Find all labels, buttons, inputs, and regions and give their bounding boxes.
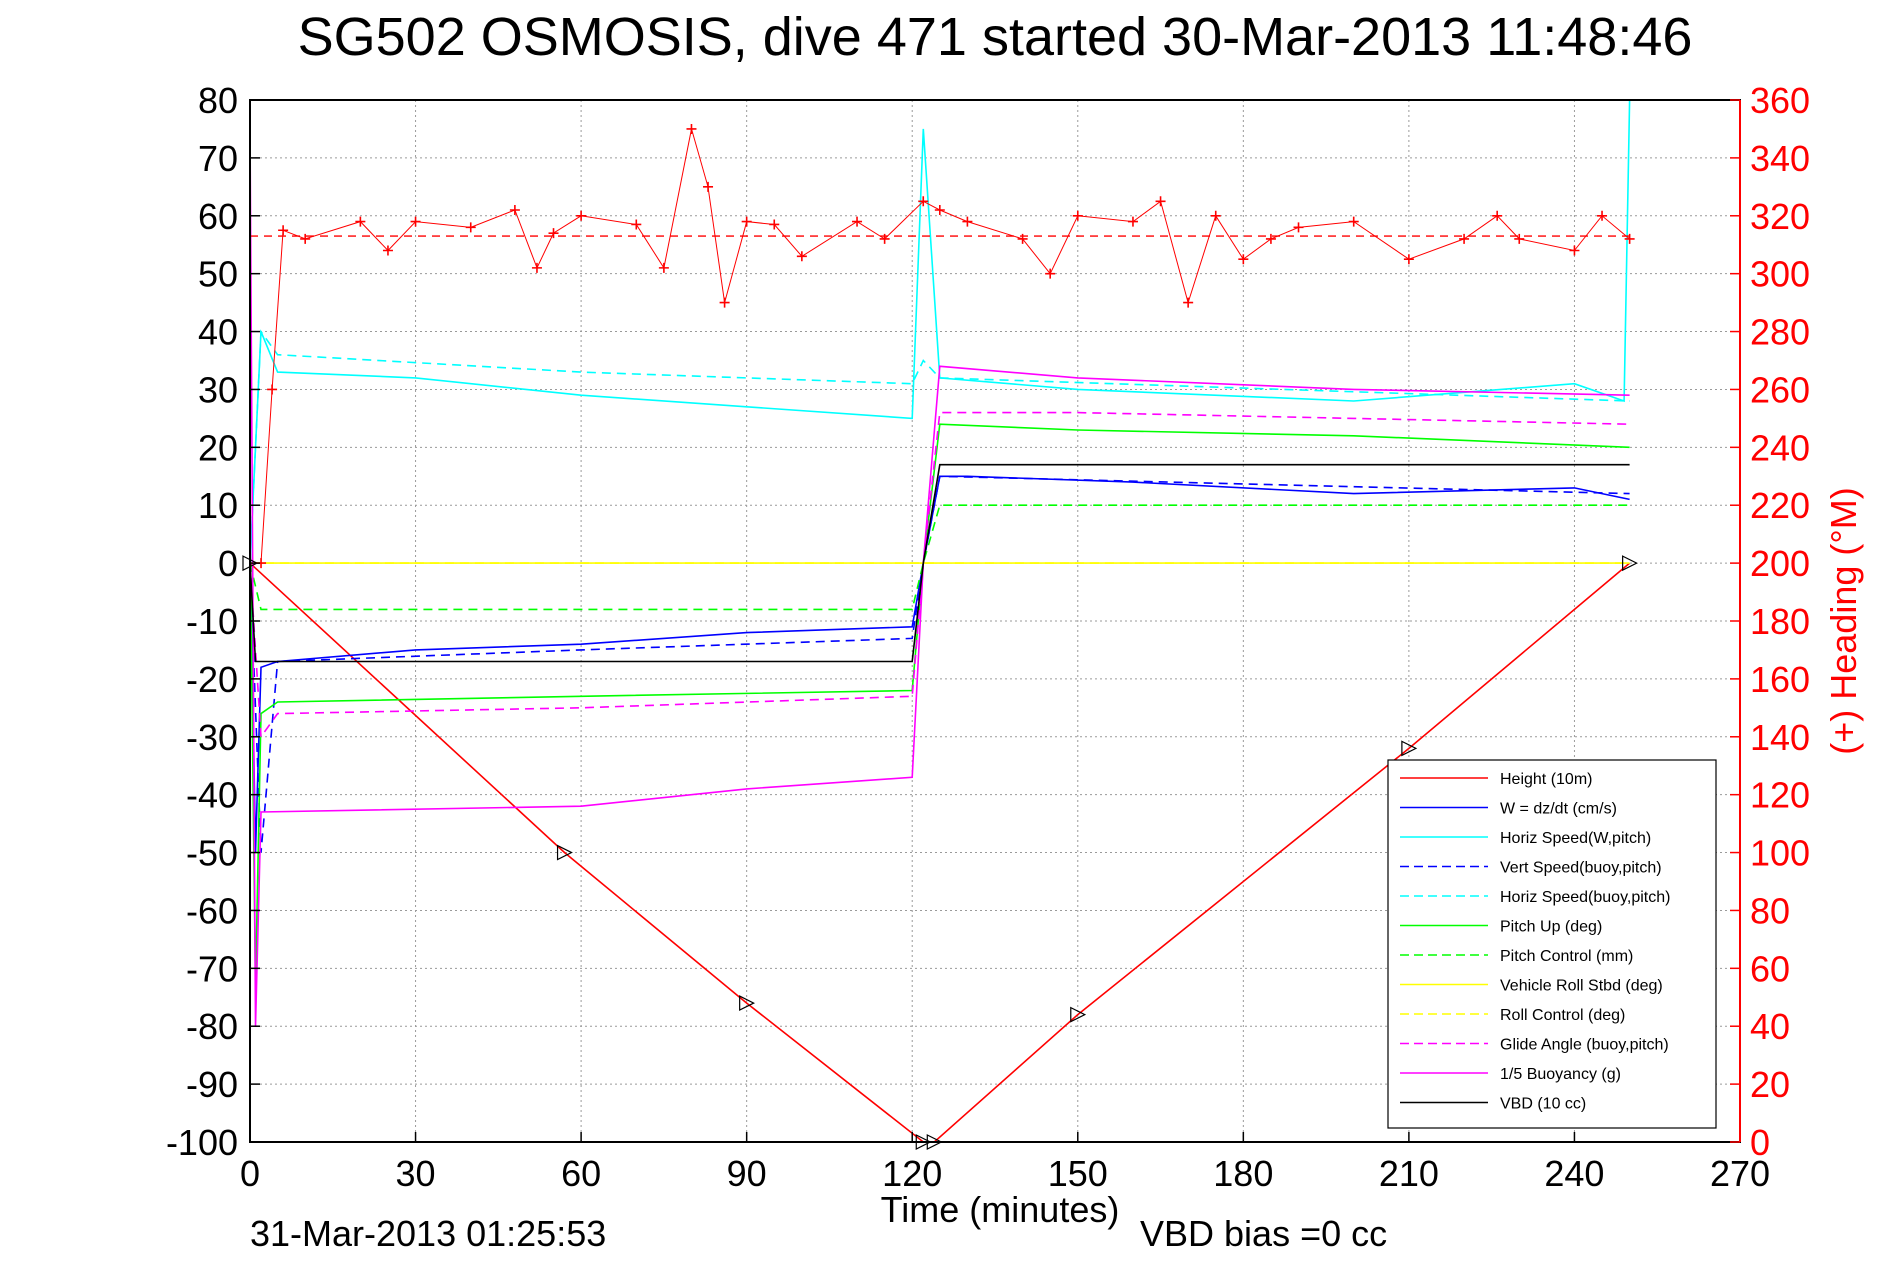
height-marker xyxy=(556,844,573,861)
y-tick-label: 40 xyxy=(198,312,238,353)
x-axis-label: Time (minutes) xyxy=(881,1189,1120,1230)
heading-trace xyxy=(260,128,1630,564)
vbd-bias-note: VBD bias =0 cc xyxy=(1140,1213,1387,1254)
y2-tick-label: 340 xyxy=(1750,138,1810,179)
y-tick-label: 60 xyxy=(198,196,238,237)
y2-tick-label: 260 xyxy=(1750,369,1810,410)
legend-entry-7: Vehicle Roll Stbd (deg) xyxy=(1500,978,1663,995)
height-marker xyxy=(1070,1006,1087,1023)
y-tick-label: -100 xyxy=(166,1122,238,1163)
legend-entry-1: W = dz/dt (cm/s) xyxy=(1500,801,1617,818)
height-marker xyxy=(739,995,756,1012)
axes: 0 30 60 90 120 150 180 210 240 270 80 70 60 50 40 30 20 1… xyxy=(166,80,1810,1194)
y2-tick-label: 40 xyxy=(1750,1006,1790,1047)
y-tick-label: 20 xyxy=(198,427,238,468)
y-tick-label: 10 xyxy=(198,485,238,526)
series-line-11 xyxy=(249,463,1630,663)
y2-tick-label: 20 xyxy=(1750,1064,1790,1105)
series-line-3 xyxy=(249,475,1630,853)
y-tick-label: -60 xyxy=(186,890,238,931)
x-tick-label: 120 xyxy=(882,1153,942,1194)
y-tick-label: 70 xyxy=(198,138,238,179)
y2-tick-label: 320 xyxy=(1750,196,1810,237)
x-tick-label: 60 xyxy=(561,1153,601,1194)
chart-title: SG502 OSMOSIS, dive 471 started 30-Mar-2… xyxy=(298,7,1693,67)
y-tick-label: 30 xyxy=(198,369,238,410)
x-tick-label: 270 xyxy=(1710,1153,1770,1194)
series-line-10 xyxy=(249,128,1630,1027)
y2-tick-label: 0 xyxy=(1750,1122,1770,1163)
height-marker xyxy=(1401,740,1418,757)
series-line-9 xyxy=(249,411,1630,740)
y2-axis-label: (+) Heading (°M) xyxy=(1823,487,1864,754)
legend: Height (10m) W = dz/dt (cm/s) Horiz Speed(… xyxy=(1387,759,1717,1129)
legend-entry-4: Horiz Speed(buoy,pitch) xyxy=(1500,889,1670,906)
legend-entry-0: Height (10m) xyxy=(1500,771,1592,788)
series-line-2 xyxy=(249,99,1631,564)
y2-tick-label: 360 xyxy=(1750,80,1810,121)
x-tick-label: 180 xyxy=(1213,1153,1273,1194)
x-tick-label: 210 xyxy=(1379,1153,1439,1194)
y2-tick-label: 60 xyxy=(1750,948,1790,989)
heading-point xyxy=(1624,233,1635,244)
y2-tick-label: 300 xyxy=(1750,254,1810,295)
y2-tick-label: 180 xyxy=(1750,601,1810,642)
y2-tick-label: 120 xyxy=(1750,775,1810,816)
legend-entry-6: Pitch Control (mm) xyxy=(1500,948,1633,965)
y-tick-label: -70 xyxy=(186,948,238,989)
x-tick-label: 240 xyxy=(1544,1153,1604,1194)
legend-entry-3: Vert Speed(buoy,pitch) xyxy=(1500,860,1662,877)
y-tick-label: -90 xyxy=(186,1064,238,1105)
x-tick-label: 90 xyxy=(727,1153,767,1194)
y2-tick-label: 280 xyxy=(1750,312,1810,353)
y-tick-label: -80 xyxy=(186,1006,238,1047)
y-tick-label: -10 xyxy=(186,601,238,642)
y-tick-label: -40 xyxy=(186,775,238,816)
y2-tick-label: 160 xyxy=(1750,659,1810,700)
y-tick-label: 0 xyxy=(218,543,238,584)
y-tick-label: 80 xyxy=(198,80,238,121)
y2-tick-label: 240 xyxy=(1750,427,1810,468)
legend-box xyxy=(1387,759,1717,1129)
y2-tick-label: 200 xyxy=(1750,543,1810,584)
legend-entry-11: VBD (10 cc) xyxy=(1500,1096,1586,1113)
legend-entry-5: Pitch Up (deg) xyxy=(1500,919,1602,936)
series-line-1 xyxy=(249,475,1630,853)
y-tick-label: 50 xyxy=(198,254,238,295)
y2-tick-label: 100 xyxy=(1750,833,1810,874)
y-tick-label: -30 xyxy=(186,717,238,758)
x-tick-label: 0 xyxy=(240,1153,260,1194)
legend-entry-8: Roll Control (deg) xyxy=(1500,1007,1625,1024)
y2-tick-label: 220 xyxy=(1750,485,1810,526)
legend-entry-9: Glide Angle (buoy,pitch) xyxy=(1500,1037,1669,1054)
y2-tick-label: 80 xyxy=(1750,890,1790,931)
footer-timestamp: 31-Mar-2013 01:25:53 xyxy=(250,1213,606,1254)
y-tick-label: -50 xyxy=(186,833,238,874)
x-tick-label: 30 xyxy=(396,1153,436,1194)
height-marker xyxy=(1622,555,1638,572)
legend-entry-10: 1/5 Buoyancy (g) xyxy=(1500,1066,1621,1083)
series-line-6 xyxy=(249,504,1630,611)
y-tick-label: -20 xyxy=(186,659,238,700)
x-tick-label: 150 xyxy=(1048,1153,1108,1194)
legend-entry-2: Horiz Speed(W,pitch) xyxy=(1500,830,1651,847)
y2-tick-label: 140 xyxy=(1750,717,1810,758)
